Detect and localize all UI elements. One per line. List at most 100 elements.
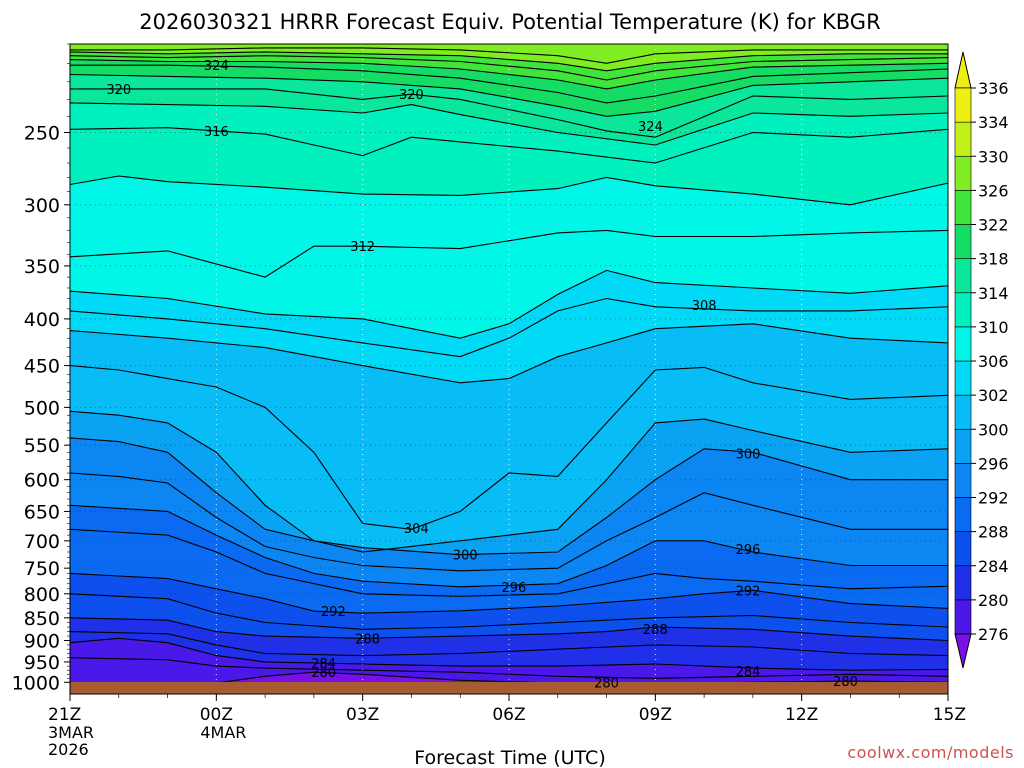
contour-label: 320 <box>106 83 131 98</box>
colorbar-segment <box>954 394 972 430</box>
contour-line-292 <box>70 572 948 614</box>
contour-label: 292 <box>736 584 761 599</box>
colorbar-label: 326 <box>978 181 1009 200</box>
y-tick-label: 750 <box>24 558 60 580</box>
x-tick-label: 03Z <box>346 705 379 725</box>
contour-label: 280 <box>594 677 619 692</box>
contour-line-332 <box>70 47 948 64</box>
colorbar-segment <box>954 360 972 396</box>
contour-line-306 <box>70 323 948 384</box>
colorbar-segment <box>954 565 972 601</box>
credit-text: coolwx.com/models <box>847 743 1014 762</box>
contour-label: 300 <box>453 549 478 564</box>
contour-line-316 <box>70 127 948 164</box>
colorbar-label: 300 <box>978 420 1009 439</box>
x-tick-label: 06Z <box>492 705 525 725</box>
y-tick-label: 250 <box>24 122 60 144</box>
contour-label: 280 <box>833 675 858 690</box>
contour-line-282 <box>70 657 948 679</box>
colorbar-label: 306 <box>978 352 1009 371</box>
colorbar-segment <box>954 155 972 191</box>
colorbar-segment <box>954 121 972 157</box>
contour-line-304 <box>70 365 948 530</box>
contour-label: 304 <box>404 522 429 537</box>
y-tick-label: 400 <box>24 309 60 331</box>
y-tick-label: 450 <box>24 356 60 378</box>
colorbar-label: 280 <box>978 591 1009 610</box>
contour-line-302 <box>70 410 948 553</box>
colorbar-label: 284 <box>978 557 1009 576</box>
x-tick-label: 15Z <box>933 705 966 725</box>
contour-line-326 <box>70 59 948 90</box>
ground-strip <box>70 682 948 694</box>
contour-label: 296 <box>501 581 526 596</box>
colorbar-label: 322 <box>978 216 1009 235</box>
contour-label: 312 <box>350 240 375 255</box>
x-tick-label: 00Z <box>200 705 233 725</box>
colorbar-label: 336 <box>978 79 1009 98</box>
y-tick-label: 600 <box>24 470 60 492</box>
contour-label: 280 <box>311 666 336 681</box>
colorbar-label: 334 <box>978 113 1009 132</box>
contour-label: 284 <box>736 665 761 680</box>
y-tick-label: 650 <box>24 501 60 523</box>
colorbar-label: 292 <box>978 489 1009 508</box>
contour-label: 300 <box>736 448 761 463</box>
contour-line-312 <box>70 229 948 278</box>
contour-label: 292 <box>321 605 346 620</box>
contour-label: 284 <box>311 657 336 672</box>
colorbar-bottom-arrow <box>954 633 972 669</box>
contour-label: 324 <box>204 59 229 74</box>
colorbar-segment <box>954 190 972 225</box>
contour-line-300 <box>70 437 948 556</box>
contour-line-286 <box>70 631 948 657</box>
colorbar-top-arrow <box>954 51 972 89</box>
colorbar-label: 302 <box>978 386 1009 405</box>
colorbar-label: 318 <box>978 250 1009 269</box>
contour-line-328 <box>70 55 948 81</box>
ground-surface <box>70 682 948 694</box>
contour-line-296 <box>70 504 948 588</box>
colorbar-label: 330 <box>978 147 1009 166</box>
colorbar-segment <box>954 258 972 294</box>
contour-label: 324 <box>638 120 663 135</box>
contour-label: 320 <box>399 88 424 103</box>
colorbar: 276 280 284 288 292 296 300 302 306 310 314 318 322 3… <box>954 51 1009 669</box>
y-tick-label: 950 <box>24 652 60 674</box>
colorbar-segment <box>954 463 972 498</box>
contour-line-314 <box>70 175 948 206</box>
y-tick-label: 300 <box>24 195 60 217</box>
contour-label-layer: 324 320 320 324 316 312 308 304 300 300 296 296 292 2… <box>106 59 858 692</box>
contour-label: 288 <box>355 632 380 647</box>
y-tick-label: 500 <box>24 397 60 419</box>
y-tick-label: 350 <box>24 256 60 278</box>
x-tick-label: 12Z <box>785 705 818 725</box>
x-tick-date: 4MAR <box>200 723 246 742</box>
y-tick-label: 700 <box>24 531 60 553</box>
colorbar-label: 296 <box>978 454 1009 473</box>
contour-line-322 <box>70 73 948 117</box>
y-tick-label: 800 <box>24 584 60 606</box>
x-tick-year: 2026 <box>48 740 89 759</box>
y-tick-label: 1000 <box>12 672 60 694</box>
colorbar-label: 310 <box>978 318 1009 337</box>
contour-label: 308 <box>692 299 717 314</box>
y-tick-label: 550 <box>24 435 60 457</box>
contour-label: 288 <box>643 623 668 638</box>
colorbar-label: 314 <box>978 284 1009 303</box>
colorbar-segment <box>954 599 972 635</box>
contour-line-298 <box>70 472 948 572</box>
contour-label: 316 <box>204 125 229 140</box>
x-tick-date: 3MAR <box>48 723 94 742</box>
contour-line-284 <box>70 637 948 671</box>
colorbar-segment <box>954 326 972 362</box>
y-tick-label: 850 <box>24 608 60 630</box>
contour-label: 296 <box>736 543 761 558</box>
contour-line-330 <box>70 51 948 72</box>
colorbar-segment <box>954 292 972 328</box>
colorbar-segment <box>954 224 972 259</box>
contour-line-318 <box>70 102 948 146</box>
